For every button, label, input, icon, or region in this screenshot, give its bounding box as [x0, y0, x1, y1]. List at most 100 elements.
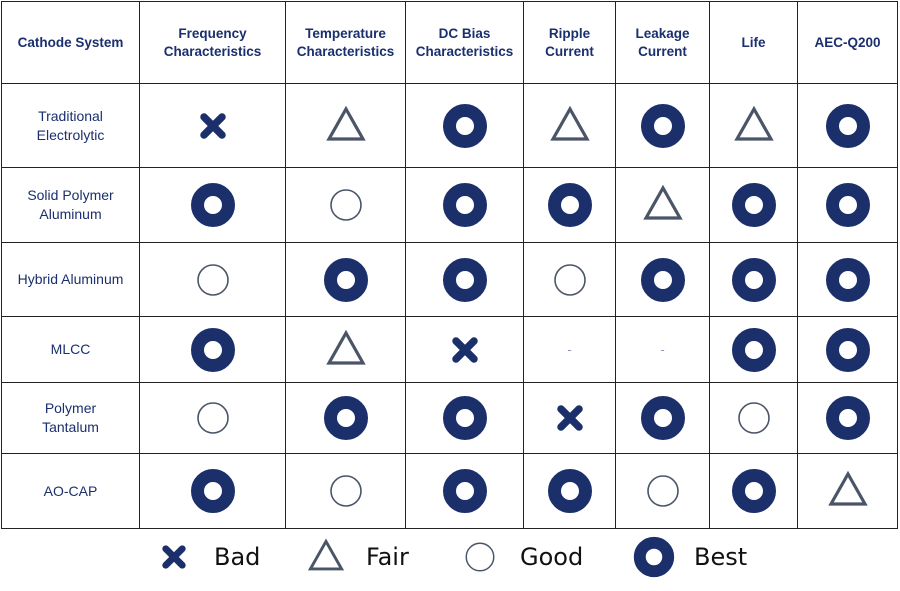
rating-cell: [615, 382, 710, 454]
column-header: Cathode System: [1, 1, 140, 84]
comparison-table: Cathode System Frequency Characteristics T…: [1, 1, 898, 529]
triangle-icon: [546, 102, 594, 150]
rating-cell: [797, 167, 898, 243]
row-label: Traditional Electrolytic: [1, 83, 140, 168]
row-label: Polymer Tantalum: [1, 382, 140, 454]
dash-mark: -: [660, 341, 665, 357]
rating-cell: [523, 167, 616, 243]
rating-cell: [285, 316, 406, 383]
table-row: Hybrid Aluminum: [1, 242, 898, 317]
filled-ring-icon: [730, 256, 778, 304]
filled-ring-icon: [189, 326, 237, 374]
triangle-icon: [824, 467, 872, 515]
filled-ring-icon: [824, 181, 872, 229]
row-label: Hybrid Aluminum: [1, 242, 140, 317]
rating-cell: [709, 382, 798, 454]
legend-item-bad: Bad: [152, 528, 260, 586]
rating-cell: [405, 382, 524, 454]
legend-label: Good: [520, 543, 584, 571]
filled-ring-icon: [322, 256, 370, 304]
legend-label: Best: [694, 543, 748, 571]
triangle-icon: [639, 181, 687, 229]
legend-item-fair: Fair: [304, 528, 409, 586]
rating-cell: [285, 242, 406, 317]
column-header: Life: [709, 1, 798, 84]
filled-ring-icon: [441, 181, 489, 229]
column-header: AEC-Q200: [797, 1, 898, 84]
rating-cell: [285, 83, 406, 168]
filled-ring-icon: [189, 467, 237, 515]
filled-ring-icon: [546, 467, 594, 515]
rating-cell: [285, 167, 406, 243]
rating-cell: [709, 242, 798, 317]
open-circle-icon: [322, 181, 370, 229]
rating-cell: [405, 453, 524, 529]
triangle-icon: [730, 102, 778, 150]
filled-ring-icon: [824, 102, 872, 150]
rating-cell: [405, 242, 524, 317]
filled-ring-icon: [639, 256, 687, 304]
table-row: Solid Polymer Aluminum: [1, 167, 898, 243]
filled-ring-icon: [639, 394, 687, 442]
rating-cell: [523, 453, 616, 529]
filled-ring-icon: [322, 394, 370, 442]
open-circle-icon: [189, 394, 237, 442]
rating-cell: [709, 316, 798, 383]
rating-cell: [709, 453, 798, 529]
filled-ring-icon: [639, 102, 687, 150]
table-row: MLCC - -: [1, 316, 898, 383]
legend: Bad Fair Good Best: [0, 528, 900, 586]
filled-ring-icon: [730, 467, 778, 515]
rating-cell: -: [523, 316, 616, 383]
x-mark-icon: [189, 102, 237, 150]
row-label: AO-CAP: [1, 453, 140, 529]
row-label: Solid Polymer Aluminum: [1, 167, 140, 243]
column-header: Leakage Current: [615, 1, 710, 84]
rating-cell: [139, 167, 286, 243]
legend-label: Fair: [366, 543, 409, 571]
rating-cell: [709, 83, 798, 168]
triangle-icon: [322, 102, 370, 150]
x-mark-icon: [441, 326, 489, 374]
rating-cell: [523, 382, 616, 454]
filled-ring-icon: [441, 467, 489, 515]
filled-ring-icon: [546, 181, 594, 229]
column-header: Ripple Current: [523, 1, 616, 84]
rating-cell: [615, 453, 710, 529]
table-body: Traditional Electrolytic Solid Polymer Al…: [1, 83, 898, 529]
rating-cell: [797, 382, 898, 454]
filled-ring-icon: [441, 394, 489, 442]
row-label: MLCC: [1, 316, 140, 383]
open-circle-icon: [189, 256, 237, 304]
rating-cell: [615, 242, 710, 317]
rating-cell: [139, 242, 286, 317]
legend-label: Bad: [214, 543, 261, 571]
open-circle-icon: [730, 394, 778, 442]
table-row: Polymer Tantalum: [1, 382, 898, 454]
open-circle-icon: [458, 535, 502, 579]
rating-cell: [139, 316, 286, 383]
rating-cell: [797, 316, 898, 383]
filled-ring-icon: [824, 256, 872, 304]
rating-cell: [405, 316, 524, 383]
column-header: Temperature Characteristics: [285, 1, 406, 84]
column-header: Frequency Characteristics: [139, 1, 286, 84]
filled-ring-icon: [632, 535, 676, 579]
rating-cell: -: [615, 316, 710, 383]
rating-cell: [797, 453, 898, 529]
triangle-icon: [322, 326, 370, 374]
x-mark-icon: [152, 535, 196, 579]
rating-cell: [523, 83, 616, 168]
header-row: Cathode System Frequency Characteristics T…: [1, 1, 898, 84]
rating-cell: [523, 242, 616, 317]
rating-cell: [405, 83, 524, 168]
legend-item-good: Good: [458, 528, 583, 586]
open-circle-icon: [322, 467, 370, 515]
table-row: Traditional Electrolytic: [1, 83, 898, 168]
rating-cell: [797, 83, 898, 168]
rating-cell: [285, 382, 406, 454]
rating-cell: [797, 242, 898, 317]
open-circle-icon: [639, 467, 687, 515]
triangle-icon: [304, 535, 348, 579]
rating-cell: [405, 167, 524, 243]
